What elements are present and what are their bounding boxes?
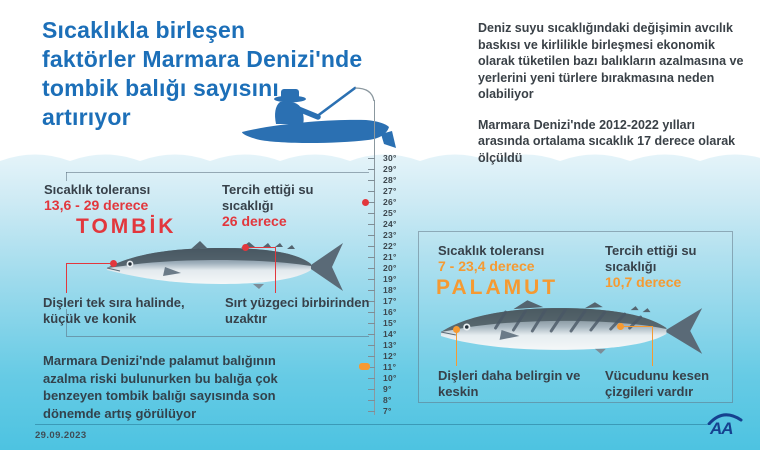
palamut-preferred-temp-marker [359,363,370,370]
publish-date: 29.09.2023 [35,430,87,441]
scale-tick-label: 26° [383,197,397,207]
scale-tick-label: 18° [383,285,397,295]
tombik-dorsal-dot [242,244,249,251]
palamut-fish-illustration [440,300,703,354]
scale-tick-label: 23° [383,230,397,240]
scale-tick-label: 22° [383,241,397,251]
tombik-bracket-left-stub [66,309,67,336]
scale-tick-label: 11° [383,362,397,372]
scale-tick-label: 27° [383,186,397,196]
temperature-scale-labels: 30° 29° 28° 27° 26° 25° 24° 23° 22° 21° 20° 19° 18° 1… [383,153,413,417]
scale-tick-label: 30° [383,153,397,163]
intro-paragraph-1: Deniz suyu sıcaklığındaki değişimin avcı… [478,21,744,101]
scale-tick-label: 17° [383,296,397,306]
footer-divider [35,424,707,425]
tombik-preferred-temp-marker [362,199,369,206]
tombik-bracket-bottom [66,336,369,337]
scale-tick-label: 24° [383,219,397,229]
tombik-preferred-value: 26 derece [222,213,287,229]
tombik-bracket-top [66,172,369,173]
title-line: tombik balığı sayısını [42,75,280,101]
scale-tick-label: 13° [383,340,397,350]
scale-tick-label: 16° [383,307,397,317]
temperature-scale-ticks [368,158,375,414]
scale-tick-label: 19° [383,274,397,284]
aa-agency-logo: AA [702,411,748,443]
palamut-mouth-connector-v [456,332,458,366]
aa-logo-arc-icon [707,413,743,425]
palamut-body-connector-v [652,326,654,366]
palamut-body-connector-h [623,326,653,328]
palamut-tolerance-label: Sıcaklık toleransı [438,243,545,258]
tombik-mouth-connector-h [66,263,112,265]
scale-tick-label: 10° [383,373,397,383]
tombik-preferred-label: Tercih ettiği su sıcaklığı [222,182,314,213]
tombik-mouth-connector-v [66,263,68,293]
scale-tick-label: 25° [383,208,397,218]
tombik-tolerance-label: Sıcaklık toleransı [44,182,151,197]
scale-tick-label: 21° [383,252,397,262]
tombik-dorsal-connector-v [275,247,277,293]
tombik-name: TOMBİK [76,215,177,238]
tombik-fish-illustration [106,241,343,291]
scale-tick-label: 14° [383,329,397,339]
intro-text-block: Deniz suyu sıcaklığındaki değişimin avcı… [478,20,744,180]
scale-tick-label: 7° [383,406,392,416]
footnote-text: Marmara Denizi'nde palamut balığının aza… [43,353,278,421]
palamut-preferred-value: 10,7 derece [605,274,682,290]
palamut-lines-label: Vücudunu kesen çizgileri vardır [605,368,710,399]
title-line: faktörler Marmara Denizi'nde [42,46,363,72]
title-line: Sıcaklıkla birleşen [42,17,246,43]
scale-tick-label: 12° [383,351,397,361]
tombik-teeth-label: Dişleri tek sıra halinde, küçük ve konik [43,295,185,326]
scale-tick-label: 8° [383,395,392,405]
fisherman-boat-illustration [242,86,396,148]
palamut-name: PALAMUT [436,276,559,299]
tombik-bracket-top-stub [66,172,67,181]
palamut-mouth-dot [453,326,460,333]
intro-paragraph-2: Marmara Denizi'nde 2012-2022 yılları ara… [478,117,736,165]
tombik-mouth-dot [110,260,117,267]
scale-tick-label: 28° [383,175,397,185]
page-title: Sıcaklıkla birleşen faktörler Marmara De… [42,16,472,132]
title-line: artırıyor [42,104,131,130]
scale-tick-label: 29° [383,164,397,174]
scale-tick-label: 20° [383,263,397,273]
tombik-tolerance-value: 13,6 - 29 derece [44,197,149,213]
scale-tick-label: 9° [383,384,392,394]
palamut-tolerance-value: 7 - 23,4 derece [438,258,535,274]
tombik-dorsal-connector-h [248,247,276,249]
aa-logo-text: AA [710,419,734,438]
tombik-fin-label: Sırt yüzgeci birbirinden uzaktır [225,295,370,326]
scale-tick-label: 15° [383,318,397,328]
palamut-teeth-label: Dişleri daha belirgin ve keskin [438,368,581,399]
palamut-preferred-label: Tercih ettiği su sıcaklığı [605,243,697,274]
palamut-body-dot [617,323,624,330]
